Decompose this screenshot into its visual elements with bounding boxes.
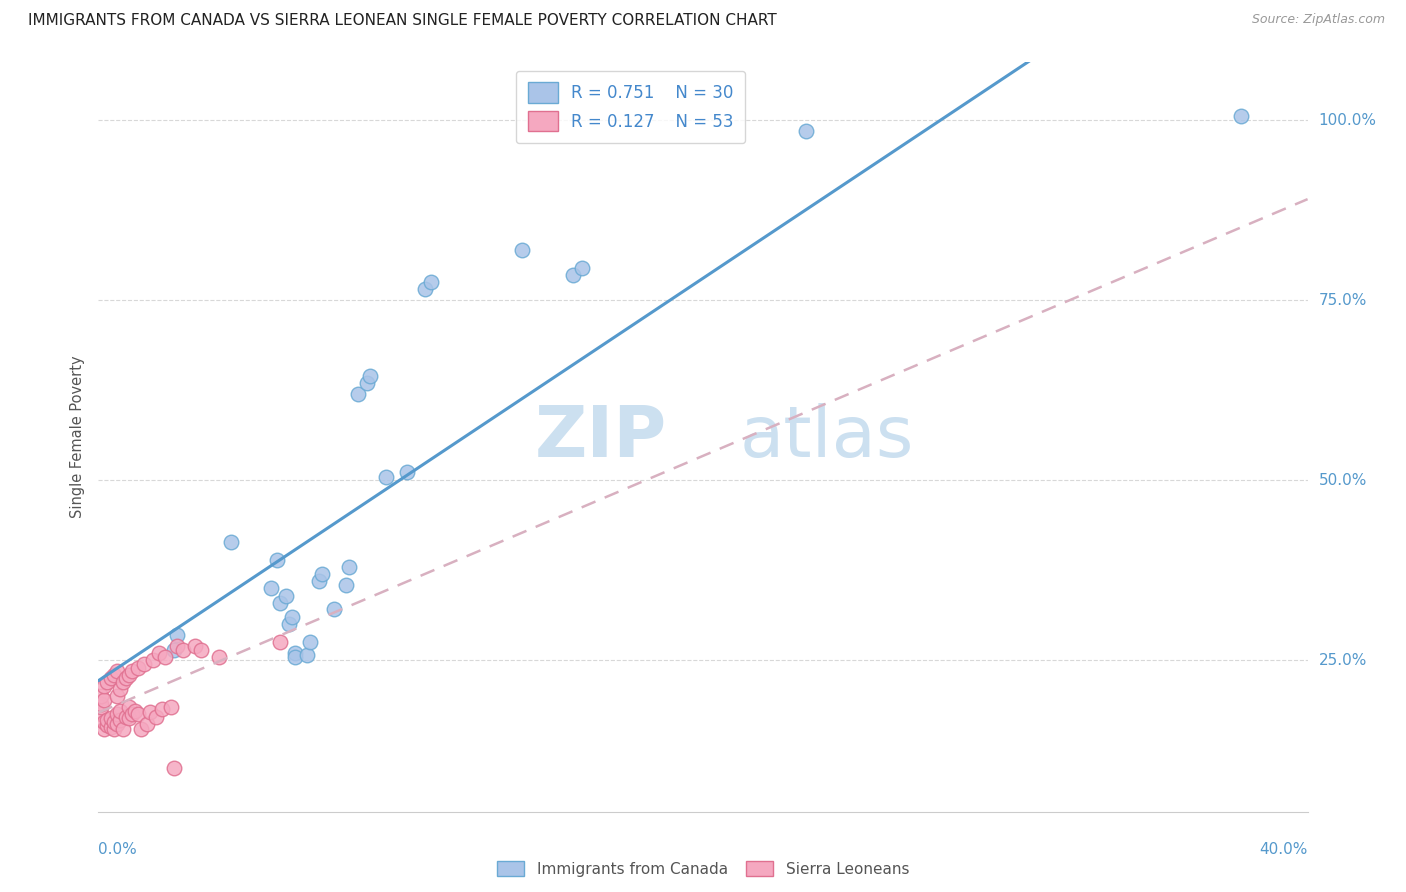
Point [284,649,307,664]
Point [108,713,131,727]
Point [90,697,112,711]
Text: 40.0%: 40.0% [1260,842,1308,857]
Point [118,700,141,714]
Point [93,679,115,693]
Point [356,376,378,390]
Point [335,578,357,592]
Point [105,664,128,679]
Point [299,635,322,649]
Point [150,702,173,716]
Point [100,720,122,734]
Point [108,704,131,718]
Point [127,660,149,674]
Point [284,646,307,660]
Point [103,714,125,729]
Legend: Immigrants from Canada, Sierra Leoneans: Immigrants from Canada, Sierra Leoneans [489,853,917,884]
Point [111,722,134,736]
Text: 50.0%: 50.0% [1319,473,1367,488]
Y-axis label: Single Female Poverty: Single Female Poverty [70,356,86,518]
Point [360,368,382,383]
Point [166,628,188,642]
Point [266,552,288,566]
Point [132,657,155,671]
Point [510,243,533,257]
Point [374,469,396,483]
Point [96,718,118,732]
Text: IMMIGRANTS FROM CANADA VS SIERRA LEONEAN SINGLE FEMALE POVERTY CORRELATION CHART: IMMIGRANTS FROM CANADA VS SIERRA LEONEAN… [28,13,778,29]
Point [153,649,176,664]
Point [142,653,165,667]
Point [794,124,817,138]
Point [118,668,141,682]
Point [190,642,212,657]
Point [114,709,136,723]
Point [103,668,125,682]
Point [1230,110,1253,124]
Point [105,716,128,731]
Point [90,700,112,714]
Text: atlas: atlas [740,402,914,472]
Point [135,716,157,731]
Point [274,589,297,603]
Point [269,635,291,649]
Point [93,722,115,736]
Point [308,574,330,589]
Point [184,639,207,653]
Text: 100.0%: 100.0% [1319,112,1376,128]
Point [562,268,585,282]
Point [124,704,146,718]
Point [323,601,346,615]
Point [395,465,418,479]
Point [269,596,291,610]
Point [281,610,304,624]
Point [413,282,436,296]
Point [221,534,243,549]
Point [90,707,112,722]
Point [129,722,152,736]
Point [347,387,370,401]
Point [160,700,183,714]
Point [277,617,299,632]
Point [111,675,134,690]
Point [163,762,186,776]
Point [105,707,128,722]
Point [121,707,143,722]
Point [148,646,170,660]
Point [163,642,186,657]
Text: Source: ZipAtlas.com: Source: ZipAtlas.com [1251,13,1385,27]
Point [571,260,593,275]
Point [145,709,167,723]
Point [420,275,443,289]
Point [139,706,162,720]
Text: ZIP: ZIP [534,402,666,472]
Point [90,690,112,704]
Point [105,690,128,704]
Point [121,664,143,679]
Point [172,642,194,657]
Point [100,672,122,686]
Point [103,722,125,736]
Text: 0.0%: 0.0% [98,842,138,857]
Point [93,693,115,707]
Point [100,711,122,725]
Point [295,648,318,662]
Point [337,559,360,574]
Point [118,711,141,725]
Point [114,672,136,686]
Text: 25.0%: 25.0% [1319,653,1367,668]
Point [311,566,333,581]
Point [260,582,283,596]
Point [93,714,115,729]
Point [96,675,118,690]
Point [127,707,149,722]
Point [208,649,231,664]
Point [96,713,118,727]
Point [108,682,131,697]
Legend: R = 0.751    N = 30, R = 0.127    N = 53: R = 0.751 N = 30, R = 0.127 N = 53 [516,70,745,143]
Point [166,639,188,653]
Text: 75.0%: 75.0% [1319,293,1367,308]
